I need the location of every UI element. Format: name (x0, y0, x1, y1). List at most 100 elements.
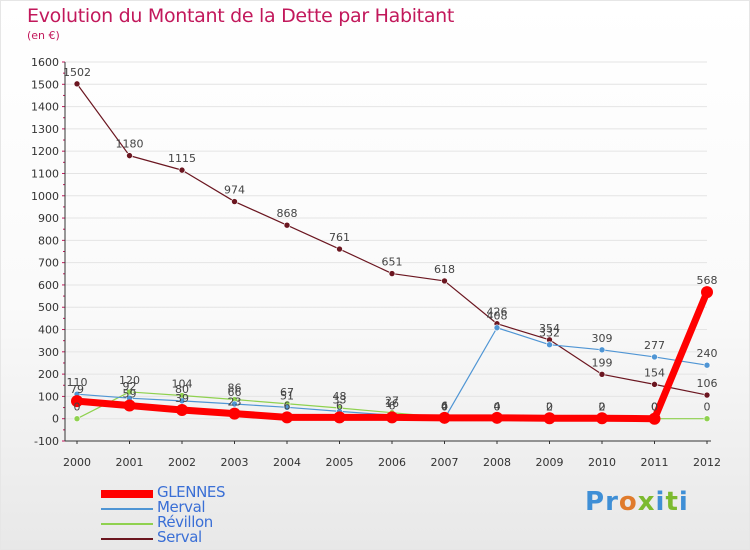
logo-letter: i (655, 487, 666, 517)
data-point (386, 411, 398, 424)
x-tick-label: 2012 (693, 456, 721, 469)
x-tick-label: 2002 (168, 456, 196, 469)
data-label: 974 (224, 184, 245, 197)
data-label: 6 (336, 399, 343, 412)
data-point (546, 341, 553, 348)
y-tick-label: 1000 (31, 190, 59, 203)
data-point (73, 80, 81, 88)
legend-swatch (101, 538, 153, 540)
x-tick-label: 2005 (326, 456, 354, 469)
legend-label: Révillon (157, 513, 213, 531)
logo-letter: o (618, 487, 638, 517)
data-label: 2 (599, 400, 606, 413)
y-tick-label: 800 (38, 234, 59, 247)
legend-label: Serval (157, 528, 202, 546)
data-label: 0 (651, 401, 658, 414)
data-point (598, 346, 606, 354)
y-tick-label: 1300 (31, 123, 59, 136)
data-label: 104 (172, 378, 193, 391)
data-point (73, 415, 81, 423)
x-tick-label: 2011 (641, 456, 669, 469)
data-label: 79 (70, 383, 84, 396)
axes: -100010020030040050060070080090010001100… (31, 56, 721, 469)
x-tick-label: 2006 (378, 456, 406, 469)
data-point (178, 166, 186, 174)
data-label: 48 (333, 390, 347, 403)
y-tick-label: 300 (38, 346, 59, 359)
y-tick-label: 100 (38, 390, 59, 403)
series-lines (71, 80, 713, 425)
data-point (178, 397, 186, 405)
data-point (176, 404, 188, 417)
data-label: 6 (284, 399, 291, 412)
data-point (491, 411, 503, 424)
proxiti-logo: Proxiti (585, 487, 689, 517)
x-tick-label: 2008 (483, 456, 511, 469)
grid-lines (65, 61, 707, 442)
data-label: 0 (599, 401, 606, 414)
data-point (543, 412, 556, 425)
data-point (651, 353, 658, 361)
data-label: 354 (539, 322, 560, 335)
data-point (228, 407, 241, 420)
data-label: 868 (277, 207, 298, 220)
legend-swatch (101, 490, 153, 498)
y-tick-label: -100 (34, 435, 59, 448)
data-label: 618 (434, 263, 455, 276)
data-point (231, 400, 238, 408)
data-label: 59 (123, 388, 137, 401)
data-point (701, 286, 713, 299)
logo-letter: x (637, 487, 656, 517)
data-label: 27 (385, 395, 399, 408)
data-label: 66 (228, 386, 242, 399)
chart-unit-label: (en €) (27, 29, 60, 42)
y-tick-label: 1400 (31, 101, 59, 114)
data-point (231, 198, 238, 205)
data-label: 51 (280, 389, 294, 402)
data-label: 277 (644, 339, 665, 352)
data-point (126, 152, 133, 159)
legend-swatch (101, 523, 153, 525)
y-tick-label: 1200 (31, 145, 59, 158)
data-label: 1180 (116, 138, 144, 151)
data-label: 309 (592, 332, 613, 345)
y-tick-label: 1100 (31, 167, 59, 180)
x-tick-label: 2004 (273, 456, 301, 469)
y-tick-label: 200 (38, 368, 59, 381)
data-label: 761 (329, 231, 350, 244)
data-label: 80 (175, 383, 189, 396)
data-point (598, 371, 606, 378)
data-point (281, 411, 293, 424)
legend-label: Merval (157, 498, 206, 516)
data-label: 0 (74, 401, 81, 414)
legend-label: GLENNES (157, 483, 226, 501)
data-label: 1502 (63, 66, 91, 79)
data-label: 1115 (168, 152, 196, 165)
data-label: 110 (67, 376, 88, 389)
data-label: 23 (228, 396, 242, 409)
data-point (703, 361, 711, 369)
logo-letter: P (585, 487, 606, 517)
x-tick-label: 2003 (221, 456, 249, 469)
data-point (283, 404, 291, 411)
data-label: 16 (385, 397, 399, 410)
data-label: 240 (697, 347, 718, 360)
data-label: 0 (704, 401, 711, 414)
legend-swatch (101, 508, 153, 510)
data-point (648, 412, 661, 425)
y-tick-label: 500 (38, 301, 59, 314)
data-label: 0 (441, 401, 448, 414)
data-point (388, 270, 396, 277)
data-label: 0 (546, 401, 553, 414)
series-line-serval (76, 83, 708, 396)
y-tick-label: 1500 (31, 78, 59, 91)
data-point (596, 412, 608, 425)
data-point (283, 221, 291, 229)
data-label: 2 (546, 400, 553, 413)
y-tick-label: 700 (38, 257, 59, 270)
data-label: 86 (228, 382, 242, 395)
x-tick-label: 2000 (63, 456, 91, 469)
